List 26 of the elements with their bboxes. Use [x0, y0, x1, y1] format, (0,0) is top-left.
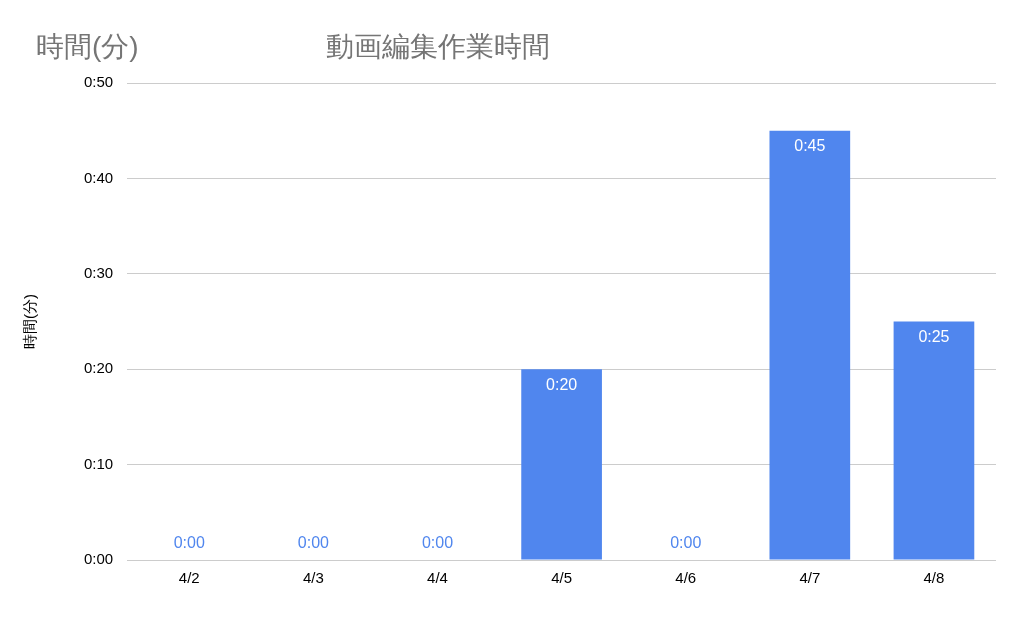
y-axis-title: 時間(分) [21, 294, 39, 349]
y-tick-label: 0:20 [83, 359, 114, 377]
y-tick-label: 0:30 [83, 263, 114, 281]
y-tick-label: 0:40 [83, 168, 114, 186]
data-label: 0:00 [173, 534, 205, 552]
data-label: 0:00 [421, 534, 454, 552]
x-tick-label: 4/2 [178, 569, 200, 587]
y-tick-label: 0:50 [83, 73, 114, 91]
data-label: 0:45 [794, 137, 826, 155]
x-tick-label: 4/3 [302, 569, 324, 587]
x-tick-label: 4/8 [923, 569, 945, 587]
y-tick-label: 0:10 [83, 454, 114, 472]
x-tick-label: 4/4 [427, 569, 448, 587]
chart-title: 動画編集作業時間 [326, 30, 550, 62]
bar [893, 321, 975, 560]
bar [521, 369, 602, 560]
bar [769, 130, 851, 560]
text: 時間(分) [36, 30, 139, 62]
data-label: 0:00 [670, 534, 702, 552]
x-tick-label: 4/6 [675, 569, 697, 587]
data-label: 0:00 [297, 534, 330, 552]
x-tick-label: 4/5 [551, 569, 573, 587]
x-tick-label: 4/7 [799, 569, 821, 587]
y-tick-label: 0:00 [83, 550, 114, 568]
data-label: 0:20 [546, 375, 578, 393]
data-label: 0:25 [918, 327, 950, 345]
